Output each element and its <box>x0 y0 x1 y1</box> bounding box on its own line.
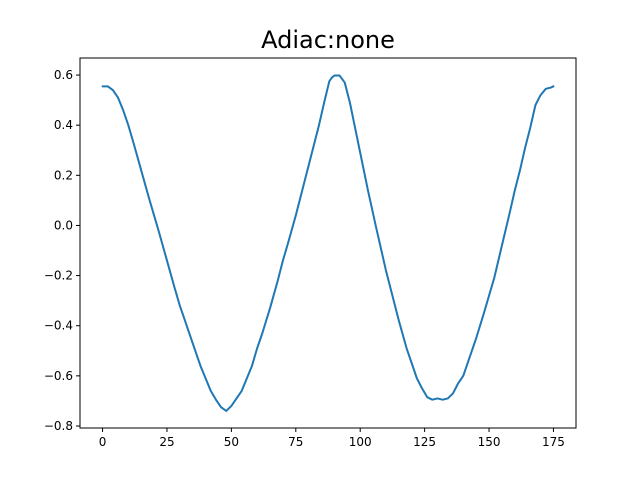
series-layer <box>101 74 555 412</box>
y-tick-label: 0.6 <box>54 68 73 82</box>
x-tick-label: 25 <box>159 435 174 449</box>
x-tick-label: 75 <box>288 435 303 449</box>
y-tick-label: −0.8 <box>44 419 73 433</box>
y-tick-label: −0.2 <box>44 269 73 283</box>
y-tick-label: 0.2 <box>54 168 73 182</box>
series-line <box>101 74 555 412</box>
y-tick-label: −0.4 <box>44 319 73 333</box>
chart-title: Adiac:none <box>261 26 395 54</box>
x-tick-label: 125 <box>413 435 436 449</box>
x-tick-label: 100 <box>349 435 372 449</box>
y-tick-label: −0.6 <box>44 369 73 383</box>
x-tick-label: 50 <box>224 435 239 449</box>
x-tick-label: 150 <box>478 435 501 449</box>
y-tick-label: 0.0 <box>54 218 73 232</box>
plot-frame <box>79 57 577 429</box>
x-tick-label: 0 <box>99 435 107 449</box>
x-axis-ticks: 0 25 50 75 100 125 150 175 <box>99 428 565 449</box>
y-axis-ticks: −0.8 −0.6 −0.4 −0.2 0.0 0.2 0.4 0.6 <box>44 68 80 433</box>
x-tick-label: 175 <box>542 435 565 449</box>
y-tick-label: 0.4 <box>54 118 73 132</box>
